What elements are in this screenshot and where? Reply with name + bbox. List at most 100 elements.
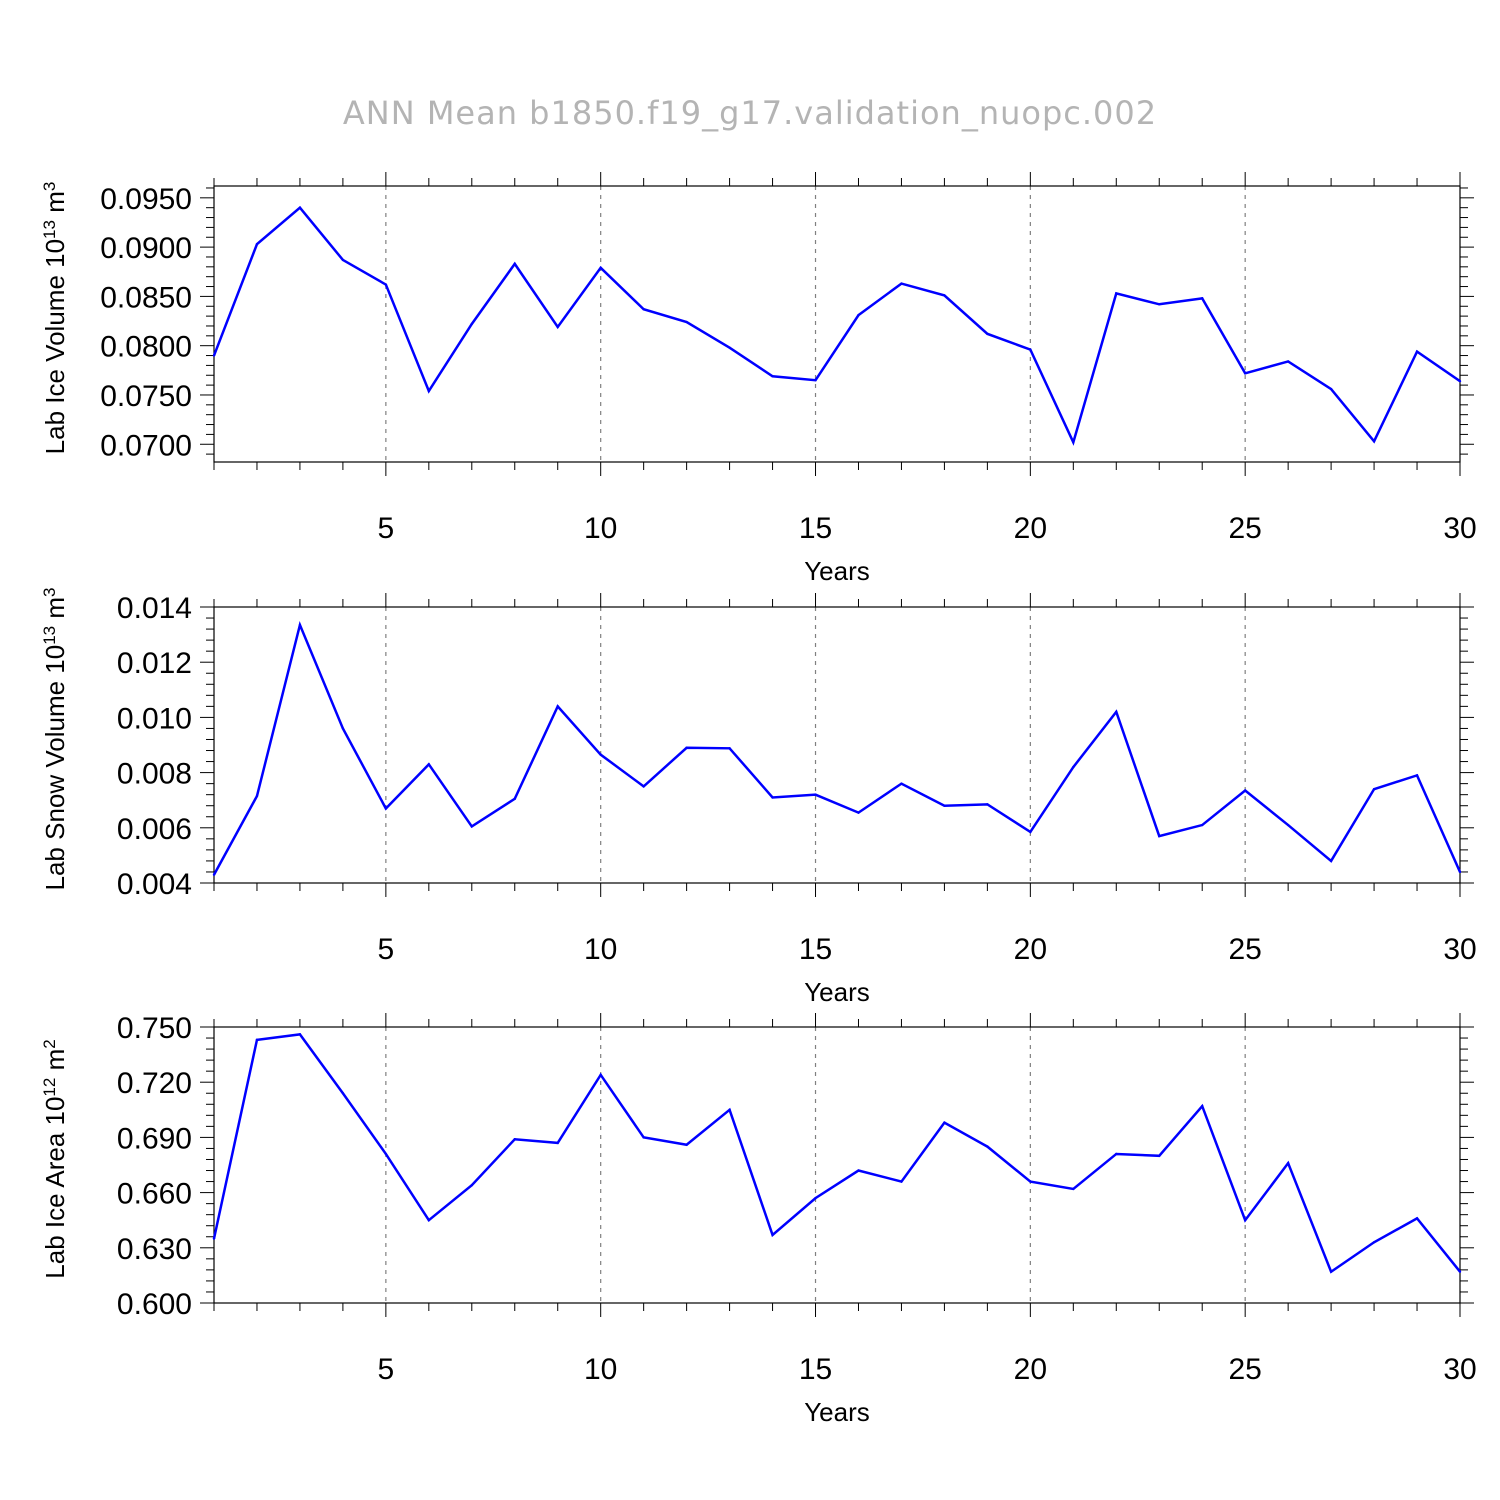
y-tick-label: 0.660 — [117, 1178, 192, 1211]
y-tick-label: 0.720 — [117, 1067, 192, 1100]
x-tick-label: 10 — [584, 933, 617, 966]
data-point — [728, 1108, 731, 1112]
data-point — [1286, 823, 1290, 827]
data-point — [599, 1073, 602, 1077]
data-point — [556, 1141, 559, 1145]
data-point — [1029, 1180, 1032, 1183]
data-point — [212, 873, 216, 876]
data-point — [1029, 830, 1032, 834]
data-point — [986, 803, 989, 806]
data-point — [685, 1143, 688, 1146]
data-point — [1115, 1152, 1118, 1156]
data-point — [255, 242, 259, 246]
data-point — [685, 320, 688, 324]
data-point — [513, 262, 516, 266]
x-axis-label: Years — [804, 556, 870, 586]
data-point — [427, 389, 431, 393]
data-point — [857, 811, 860, 814]
data-point — [298, 623, 302, 627]
series-line — [212, 620, 1462, 876]
chart-title: ANN Mean b1850.f19_g17.validation_nuopc.… — [343, 94, 1157, 132]
data-point — [1072, 765, 1075, 769]
data-point — [1415, 1217, 1419, 1220]
data-point — [1115, 292, 1118, 295]
chart-panel-3: 0.600 0.630 0.660 0.690 0.720 0.750 5 10 15 20 25 3… — [40, 1012, 1477, 1427]
y-tick-label: 0.0750 — [100, 380, 192, 413]
y-tick-label: 0.006 — [117, 813, 192, 846]
series-line — [212, 1033, 1461, 1274]
y-tick-label: 0.004 — [117, 868, 192, 901]
data-point — [1201, 1104, 1204, 1108]
data-point — [255, 794, 259, 798]
x-tick-label: 30 — [1443, 1353, 1476, 1386]
x-tick-label: 20 — [1014, 512, 1047, 545]
x-tick-label: 15 — [799, 933, 832, 966]
y-tick-label: 0.630 — [117, 1233, 192, 1266]
plot-frame — [213, 606, 1461, 884]
data-point — [1072, 441, 1075, 444]
data-point — [1286, 360, 1290, 363]
data-point — [470, 322, 473, 326]
data-point — [556, 705, 559, 708]
data-point — [771, 796, 774, 799]
x-tick-label: 5 — [378, 1353, 395, 1386]
data-point — [814, 1196, 817, 1200]
data-point — [1201, 297, 1204, 300]
data-point — [642, 785, 645, 788]
data-point — [599, 753, 602, 756]
data-point — [341, 727, 345, 730]
data-point — [1243, 1219, 1247, 1222]
data-point — [384, 807, 388, 810]
data-point — [470, 1184, 473, 1187]
data-point — [1158, 303, 1161, 306]
plot-frame — [213, 1026, 1461, 1304]
data-point — [642, 308, 645, 311]
x-tick-label: 30 — [1443, 512, 1476, 545]
y-tick-label: 0.750 — [117, 1012, 192, 1045]
series-line — [212, 205, 1461, 446]
y-tick-label: 0.690 — [117, 1122, 192, 1155]
data-point — [986, 332, 989, 336]
x-tick-label: 5 — [378, 933, 395, 966]
x-tick-label: 20 — [1014, 933, 1047, 966]
data-point — [341, 1092, 345, 1095]
y-axis-label: Lab Ice Area 1012 m2 — [40, 1039, 71, 1278]
data-point — [212, 354, 216, 357]
data-point — [255, 1038, 259, 1042]
plot-frame — [213, 185, 1461, 463]
data-point — [556, 325, 559, 329]
y-axis-label: Lab Ice Volume 1013 m3 — [40, 182, 71, 455]
chart-panel-2: 0.004 0.006 0.008 0.010 0.012 0.014 5 10 15 20 25 3… — [40, 587, 1477, 1007]
y-tick-label: 0.0900 — [100, 232, 192, 265]
chart-panel-1: 0.0700 0.0750 0.0800 0.0850 0.0900 0.0950 5 10 1… — [40, 172, 1477, 586]
data-point — [1415, 350, 1419, 353]
data-point — [1243, 372, 1247, 375]
data-point — [1372, 1241, 1376, 1244]
data-point — [1243, 789, 1247, 792]
x-tick-label: 10 — [584, 512, 617, 545]
data-point — [728, 747, 731, 750]
data-point — [1458, 379, 1462, 383]
y-tick-label: 0.0800 — [100, 331, 192, 364]
data-point — [986, 1145, 989, 1148]
x-tick-label: 30 — [1443, 933, 1476, 966]
data-point — [1329, 387, 1333, 391]
data-point — [1372, 440, 1376, 443]
y-tick-label: 0.008 — [117, 758, 192, 791]
data-point — [1372, 787, 1376, 791]
data-point — [298, 206, 302, 209]
x-tick-label: 5 — [378, 512, 395, 545]
data-point — [1415, 774, 1419, 777]
data-point — [513, 1138, 516, 1141]
data-point — [298, 1033, 302, 1036]
data-point — [642, 1136, 645, 1139]
data-point — [814, 378, 817, 382]
data-point — [1158, 834, 1161, 838]
data-point — [470, 825, 473, 828]
data-point — [685, 746, 688, 749]
data-point — [1458, 1270, 1462, 1273]
x-tick-label: 15 — [799, 512, 832, 545]
data-point — [212, 1237, 216, 1240]
data-point — [900, 782, 903, 785]
